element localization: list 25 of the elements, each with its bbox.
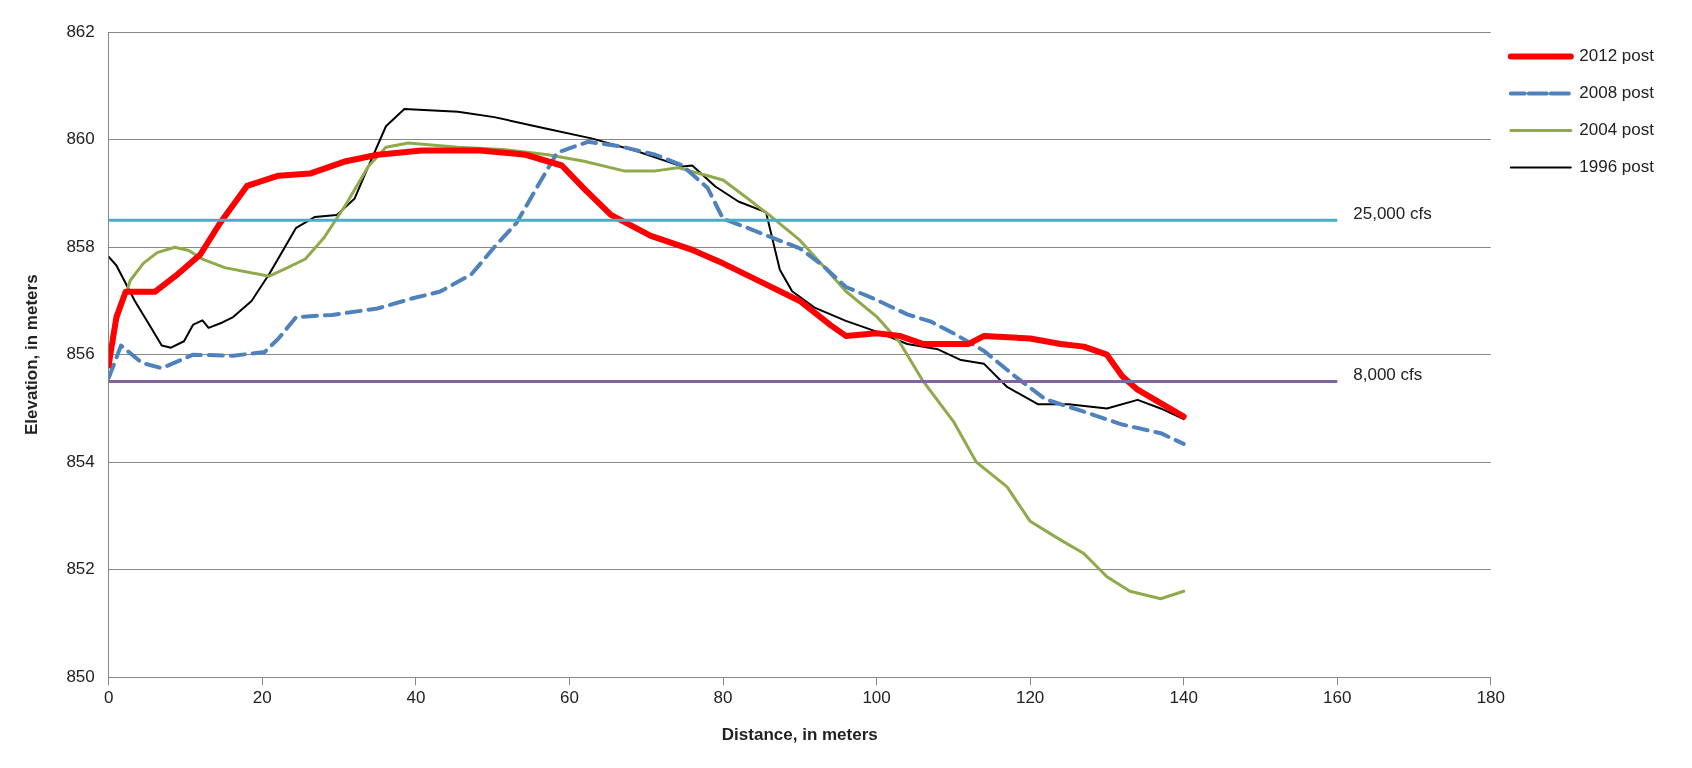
y-tick-label: 854 [66, 451, 95, 471]
x-tick-label: 160 [1323, 688, 1352, 708]
x-tick-label: 40 [406, 688, 426, 708]
x-tick-label: 60 [559, 688, 579, 708]
legend-label: 2004 post [1579, 120, 1655, 140]
legend-label: 2012 post [1579, 46, 1655, 66]
x-tick-label: 180 [1476, 688, 1506, 708]
x-axis-title: Distance, in meters [721, 725, 878, 745]
x-tick-label: 0 [104, 688, 114, 708]
x-tick-label: 140 [1169, 688, 1198, 708]
ref-line-label: 25,000 cfs [1353, 203, 1432, 223]
y-tick-label: 858 [66, 236, 95, 256]
x-tick-label: 20 [252, 688, 272, 708]
y-tick-label: 852 [66, 559, 95, 579]
y-tick-label: 862 [66, 21, 95, 41]
y-tick-label: 856 [66, 344, 95, 364]
x-tick-label: 100 [862, 688, 891, 708]
y-tick-label: 850 [66, 666, 95, 686]
x-tick-label: 80 [713, 688, 733, 708]
ref-line-label: 8,000 cfs [1353, 364, 1423, 384]
legend-label: 1996 post [1579, 157, 1655, 177]
x-tick-label: 120 [1015, 688, 1045, 708]
y-axis-title: Elevation, in meters [21, 274, 41, 436]
legend-label: 2008 post [1579, 83, 1655, 103]
y-tick-label: 860 [66, 129, 95, 149]
